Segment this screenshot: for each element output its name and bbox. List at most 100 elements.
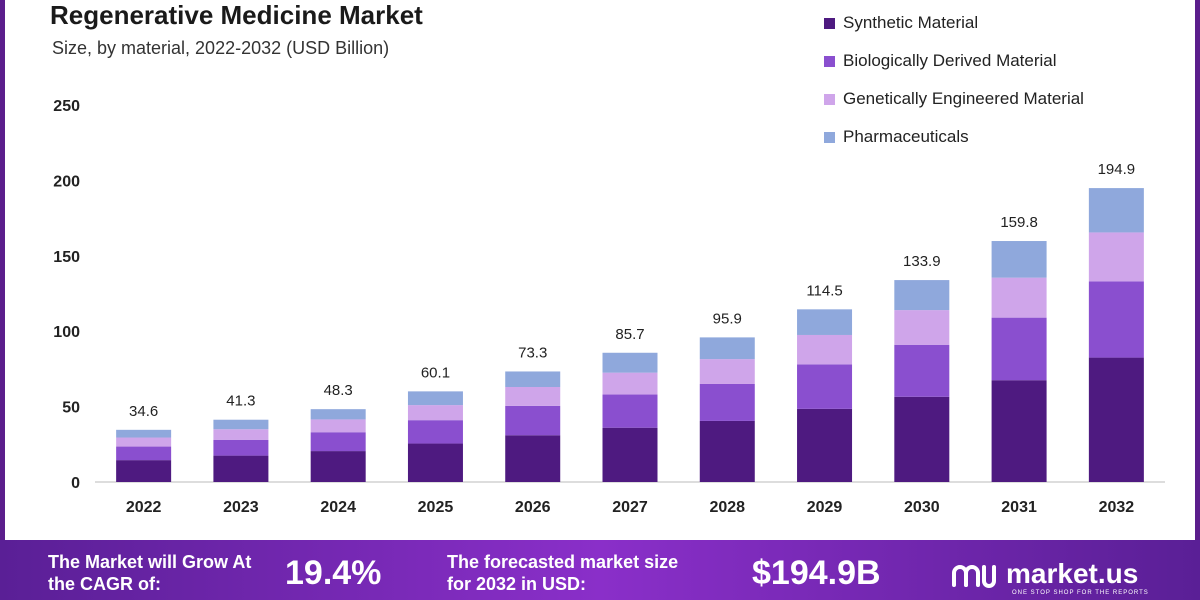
bar-total-label: 114.5 [806, 282, 842, 299]
frame-right-border [1195, 0, 1200, 540]
bar-segment [699, 383, 755, 421]
cagr-label: The Market will Grow At the CAGR of: [48, 552, 252, 594]
cagr-value: 19.4% [285, 554, 382, 592]
x-tick-label: 2025 [418, 499, 454, 516]
x-tick-label: 2029 [807, 499, 843, 516]
footer-banner: The Market will Grow At the CAGR of: 19.… [0, 540, 1200, 600]
bar-segment [797, 408, 853, 482]
frame-left-border [0, 0, 5, 540]
bar-segment [699, 359, 755, 384]
forecast-value: $194.9B [752, 554, 881, 592]
bar-segment [1088, 281, 1144, 358]
bar-segment [213, 439, 269, 456]
brand-name: market.us [1006, 558, 1139, 589]
bar-total-label: 73.3 [518, 344, 547, 361]
legend-swatch [824, 55, 835, 67]
bar-segment [991, 277, 1047, 318]
bar-total-label: 133.9 [903, 253, 941, 270]
bar-segment [894, 310, 950, 345]
bar-segment [407, 443, 463, 482]
forecast-label: The forecasted market size for 2032 in U… [447, 552, 679, 594]
bar-segment [310, 409, 366, 420]
brand-tagline: ONE STOP SHOP FOR THE REPORTS [1012, 590, 1149, 596]
bar-segment [1088, 188, 1144, 233]
chart-title: Regenerative Medicine Market [50, 0, 423, 30]
bar-total-label: 48.3 [324, 382, 353, 399]
legend-label: Synthetic Material [843, 13, 979, 32]
bar-segment [116, 446, 172, 461]
bar-total-label: 34.6 [129, 403, 158, 420]
legend-label: Biologically Derived Material [843, 51, 1057, 70]
market-us-logo-icon [952, 565, 996, 588]
chart-subtitle: Size, by material, 2022-2032 (USD Billio… [52, 38, 390, 58]
bar-total-label: 95.9 [713, 310, 742, 327]
bar-total-label: 194.9 [1098, 161, 1136, 178]
bar-segment [505, 386, 561, 406]
bar-segment [505, 371, 561, 387]
bar-segment [797, 309, 853, 335]
bar-total-label: 159.8 [1000, 214, 1038, 231]
bar-segment [991, 241, 1047, 278]
bar-segment [310, 451, 366, 482]
x-tick-label: 2030 [904, 499, 940, 516]
legend-item-pharmaceuticals: Pharmaceuticals [824, 118, 1084, 156]
legend-item-genetically-engineered: Genetically Engineered Material [824, 80, 1084, 118]
bar-total-label: 41.3 [226, 393, 255, 410]
legend-item-biologically-derived: Biologically Derived Material [824, 42, 1084, 80]
legend-swatch [824, 17, 835, 29]
y-tick-label: 250 [53, 98, 80, 115]
bar-segment [213, 455, 269, 482]
bar-segment [116, 429, 172, 438]
x-tick-label: 2026 [515, 499, 551, 516]
bar-segment [505, 405, 561, 436]
bar-segment [991, 317, 1047, 381]
y-tick-label: 50 [62, 400, 80, 417]
x-tick-label: 2023 [223, 499, 259, 516]
x-tick-label: 2022 [126, 499, 162, 516]
bar-segment [310, 432, 366, 452]
y-tick-label: 200 [53, 173, 80, 190]
bar-segment [116, 437, 172, 447]
x-tick-label: 2032 [1099, 499, 1135, 516]
x-tick-label: 2027 [612, 499, 648, 516]
bar-segment [310, 419, 366, 433]
bar-segment [699, 420, 755, 482]
bar-segment [894, 396, 950, 482]
bar-segment [116, 460, 172, 482]
bar-segment [699, 337, 755, 360]
bar-segment [991, 380, 1047, 482]
y-tick-label: 150 [53, 249, 80, 266]
legend-item-synthetic: Synthetic Material [824, 4, 1084, 42]
legend-label: Pharmaceuticals [843, 127, 969, 146]
x-tick-label: 2028 [709, 499, 745, 516]
legend-label: Genetically Engineered Material [843, 89, 1084, 108]
bar-total-label: 85.7 [615, 326, 644, 343]
x-tick-label: 2024 [320, 499, 356, 516]
bar-segment [894, 344, 950, 397]
bar-segment [505, 435, 561, 482]
bar-segment [602, 394, 658, 428]
x-tick-label: 2031 [1001, 499, 1037, 516]
legend-swatch [824, 93, 835, 105]
bar-segment [1088, 232, 1144, 282]
bar-segment [407, 391, 463, 406]
bar-segment [797, 364, 853, 409]
legend-swatch [824, 131, 835, 143]
bar-segment [407, 420, 463, 444]
brand-logo[interactable]: market.us [950, 558, 1138, 590]
bar-segment [407, 405, 463, 421]
bar-segment [797, 334, 853, 365]
bar-segment [894, 280, 950, 311]
y-tick-label: 0 [71, 475, 80, 492]
bar-segment [602, 352, 658, 373]
bar-total-label: 60.1 [421, 364, 450, 381]
bar-segment [213, 419, 269, 430]
legend: Synthetic Material Biologically Derived … [824, 4, 1084, 156]
bar-segment [602, 372, 658, 395]
y-tick-label: 100 [53, 324, 80, 341]
bar-segment [1088, 357, 1144, 482]
bar-segment [213, 429, 269, 440]
bar-segment [602, 427, 658, 482]
stacked-bar-chart: 0 50 100 150 200 250 34.6 2022 41.3 2023 48.3 2024 6… [53, 98, 1165, 516]
